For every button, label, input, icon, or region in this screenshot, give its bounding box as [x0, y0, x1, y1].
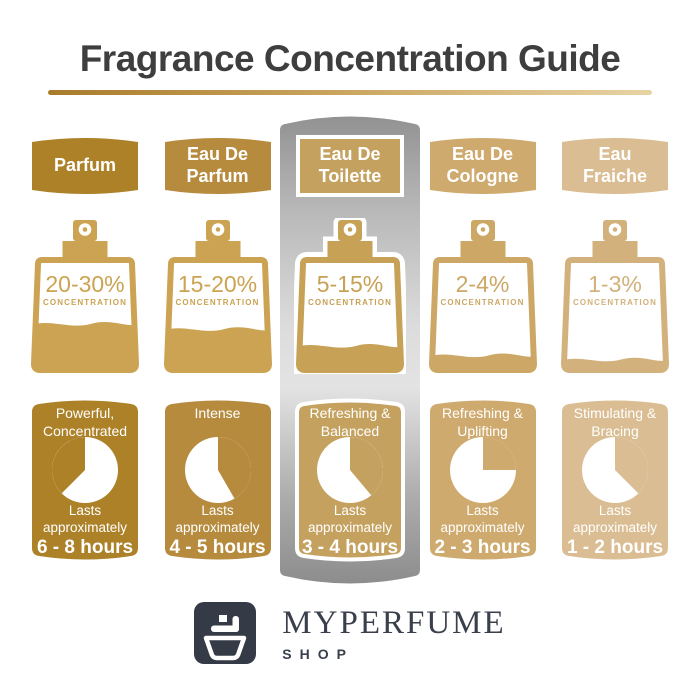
concentration-value: 5-15%: [316, 271, 384, 297]
perfume-bottle-icon: [428, 220, 537, 373]
header-label: Parfum: [53, 155, 116, 176]
character-text: Stimulating & Bracing: [573, 405, 657, 439]
header-eau-fraiche: Eau Fraiche: [559, 133, 671, 199]
duration-value: 6 - 8 hours: [36, 537, 134, 558]
clock-icon: [184, 437, 251, 503]
perfume-bottle-icon: [163, 220, 272, 373]
page-title: Fragrance Concentration Guide: [79, 38, 621, 79]
bottle-eau-fraiche: 1-3% CONCENTRATION: [559, 218, 671, 374]
info-card-eau-de-parfum: Intense Lasts approximately 4 - 5 hours: [162, 395, 274, 565]
info-card-eau-fraiche: Stimulating & Bracing Lasts approximatel…: [559, 395, 671, 565]
header-label: Eau Fraiche: [582, 144, 648, 186]
header-shape: [32, 138, 138, 194]
brand-subtitle: SHOP: [282, 645, 354, 662]
bottle-eau-de-cologne: 2-4% CONCENTRATION: [427, 218, 539, 374]
liquid-fill: [166, 327, 269, 370]
header-shape: [562, 138, 668, 194]
column-eau-de-parfum: Eau De Parfum 15-20% CONCENTRATION: [162, 133, 274, 575]
bottle-neck: [460, 241, 505, 260]
bottle-parfum: 20-30% CONCENTRATION: [29, 218, 141, 374]
concentration-label: CONCENTRATION: [43, 298, 127, 308]
duration-value: 3 - 4 hours: [301, 537, 399, 558]
bottle-text: 2-4% CONCENTRATION: [433, 272, 533, 307]
header-label: Eau De Toilette: [318, 144, 382, 186]
lasts-label: Lasts approximately: [440, 503, 525, 535]
character-text: Powerful, Concentrated: [42, 405, 128, 439]
header-parfum: Parfum: [29, 133, 141, 199]
liquid-fill: [34, 322, 136, 370]
header-eau-de-parfum: Eau De Parfum: [162, 133, 274, 199]
header-shape: [429, 138, 536, 194]
bottle-neck: [195, 241, 240, 260]
perfume-bottle-icon: [560, 220, 670, 373]
clock-icon: [52, 437, 118, 503]
liquid-fill: [299, 344, 401, 370]
lasts-label: Lasts approximately: [307, 503, 393, 535]
info-card-eau-de-toilette: Refreshing & Balanced Lasts approximatel…: [294, 395, 406, 565]
lasts-label: Lasts approximately: [42, 503, 128, 535]
bottle-text: 20-30% CONCENTRATION: [35, 272, 135, 307]
concentration-label: CONCENTRATION: [175, 298, 260, 308]
header-label: Eau De Cologne: [446, 144, 519, 186]
header-label: Eau De Parfum: [186, 144, 249, 186]
bottle-eau-de-parfum: 15-20% CONCENTRATION: [162, 218, 274, 374]
column-eau-fraiche: Eau Fraiche 1-3% CONCENTRATION: [559, 133, 671, 575]
clock-icon: [582, 437, 648, 503]
character-text: Refreshing & Balanced: [309, 405, 391, 439]
title-underline: [48, 90, 652, 95]
concentration-value: 15-20%: [177, 271, 258, 297]
info-card-parfum: Powerful, Concentrated Lasts approximate…: [29, 395, 141, 565]
bottle-text: 5-15% CONCENTRATION: [300, 272, 400, 307]
concentration-label: CONCENTRATION: [440, 298, 525, 308]
duration-value: 2 - 3 hours: [434, 537, 531, 558]
header-eau-de-cologne: Eau De Cologne: [427, 133, 539, 199]
header-shape: [296, 135, 404, 197]
concentration-value: 20-30%: [45, 271, 125, 297]
header-shape: [164, 138, 271, 194]
brand-footer: MYPERFUME SHOP: [0, 602, 700, 664]
duration-value: 4 - 5 hours: [169, 537, 266, 558]
bottle-neck: [327, 241, 373, 260]
perfume-shop-logo-icon: [204, 615, 247, 661]
perfume-bottle-icon: [290, 215, 410, 378]
bottle-eau-de-toilette: 5-15% CONCENTRATION: [290, 215, 410, 378]
perfume-bottle-icon: [30, 220, 140, 373]
lasts-label: Lasts approximately: [572, 503, 658, 535]
column-eau-de-cologne: Eau De Cologne 2-4% CONCENTRATION: [427, 133, 539, 575]
bottle-text: 15-20% CONCENTRATION: [168, 272, 268, 307]
clock-icon: [449, 437, 516, 503]
brand-name: MYPERFUME: [282, 604, 506, 641]
column-eau-de-toilette: Eau De Toilette 5-15% CONCENTRATION: [290, 133, 410, 575]
info-card-eau-de-cologne: Refreshing & Uplifting Lasts approximate…: [427, 395, 539, 565]
concentration-value: 2-4%: [455, 271, 510, 297]
concentration-value: 1-3%: [588, 271, 642, 297]
character-text: Intense: [194, 405, 241, 421]
columns: Parfum 20-30% CONCENTRATION: [29, 133, 671, 575]
brand-logo-icon: [194, 602, 257, 664]
brand-text: MYPERFUME SHOP: [282, 605, 505, 662]
header-eau-de-toilette: Eau De Toilette: [294, 133, 406, 199]
duration-value: 1 - 2 hours: [566, 537, 664, 558]
bottle-text: 1-3% CONCENTRATION: [565, 272, 665, 307]
bottle-neck: [62, 241, 108, 260]
column-parfum: Parfum 20-30% CONCENTRATION: [29, 133, 141, 575]
clock-icon: [317, 437, 383, 503]
concentration-label: CONCENTRATION: [308, 298, 392, 308]
lasts-label: Lasts approximately: [175, 503, 260, 535]
bottle-neck: [592, 241, 638, 260]
concentration-label: CONCENTRATION: [573, 298, 657, 308]
character-text: Refreshing & Uplifting: [442, 405, 523, 439]
